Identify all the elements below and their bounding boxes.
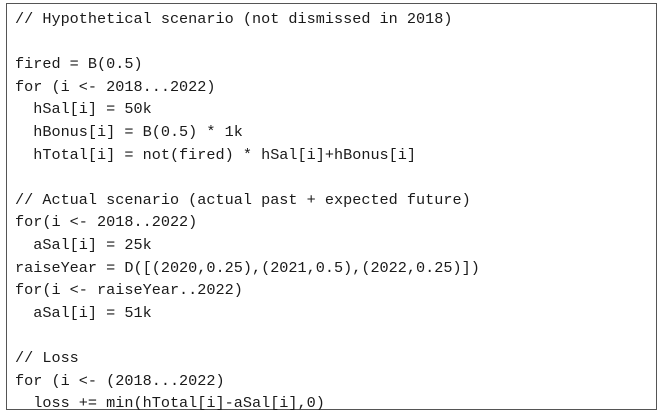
code-line: hTotal[i] = not(fired) * hSal[i]+hBonus[… [15, 145, 417, 164]
code-line: aSal[i] = 51k [15, 303, 152, 322]
code-line: hSal[i] = 50k [15, 100, 152, 119]
blank-line [15, 166, 656, 189]
blank-line [15, 31, 656, 54]
code-line: for (i <- 2018...2022) [15, 77, 216, 96]
code-line: for(i <- raiseYear..2022) [15, 281, 243, 300]
comment-line: // Actual scenario (actual past + expect… [15, 190, 471, 209]
code-line: for (i <- (2018...2022) [15, 371, 225, 390]
code-line: hBonus[i] = B(0.5) * 1k [15, 122, 243, 141]
code-line: raiseYear = D([(2020,0.25),(2021,0.5),(2… [15, 258, 480, 277]
code-listing: // Hypothetical scenario (not dismissed … [6, 3, 657, 412]
code-line: loss += min(hTotal[i]-aSal[i],0) [15, 394, 325, 413]
code-line: fired = B(0.5) [15, 55, 143, 74]
comment-line: // Loss [15, 348, 79, 367]
code-line: for(i <- 2018..2022) [15, 213, 198, 232]
comment-line: // Hypothetical scenario (not dismissed … [15, 10, 453, 28]
code-line: aSal[i] = 25k [15, 235, 152, 254]
blank-line [15, 324, 656, 347]
